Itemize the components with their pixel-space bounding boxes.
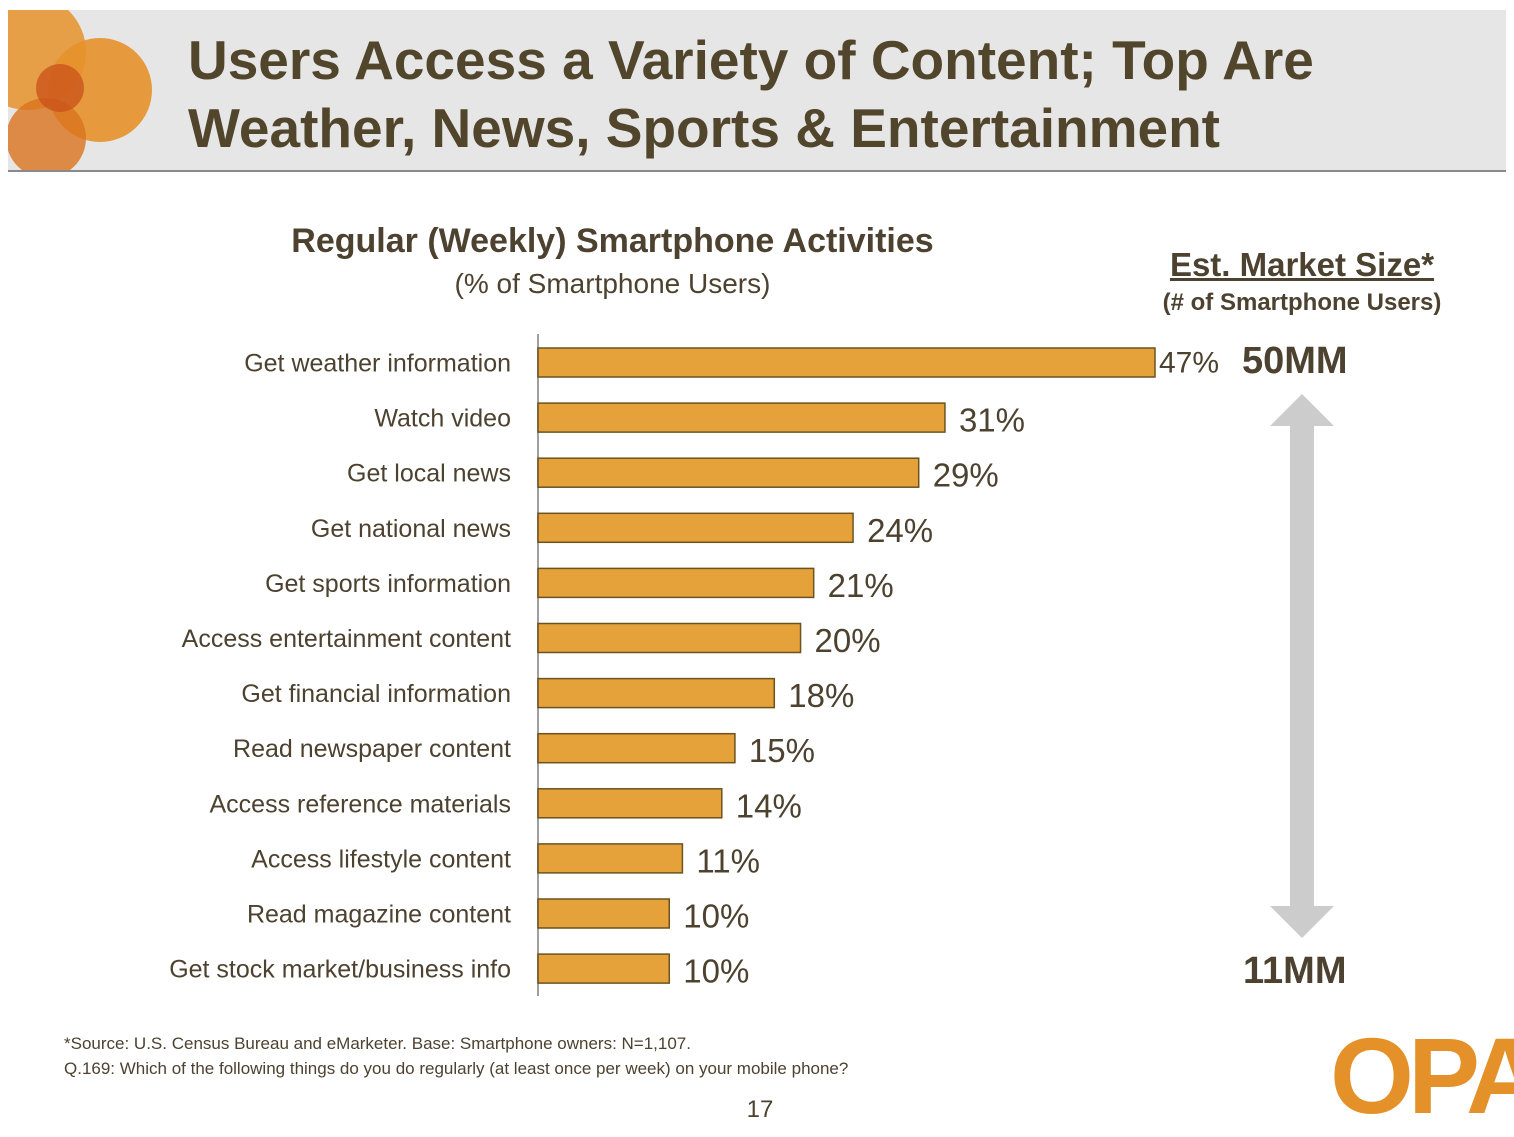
value-label: 24% xyxy=(867,512,933,549)
source-footnote: *Source: U.S. Census Bureau and eMarkete… xyxy=(64,1034,691,1053)
value-label: 29% xyxy=(933,457,999,494)
category-label: Get weather information xyxy=(244,350,511,378)
question-footnote: Q.169: Which of the following things do … xyxy=(64,1059,849,1078)
category-label: Get sports information xyxy=(265,570,511,598)
market-size-title: Est. Market Size* xyxy=(1169,246,1435,283)
bar xyxy=(537,732,736,764)
bar-chart: Get weather information 47% Watch video 31%… xyxy=(169,334,1219,996)
bar xyxy=(537,567,815,599)
bar xyxy=(537,677,776,709)
bar xyxy=(537,898,671,929)
bar xyxy=(537,512,854,544)
value-label: 47% xyxy=(1159,347,1219,380)
header-band xyxy=(8,10,1506,172)
opa-logo: OPA xyxy=(1330,1015,1514,1136)
category-label: Access entertainment content xyxy=(182,625,511,653)
bar xyxy=(537,347,1156,378)
bar xyxy=(537,788,723,819)
slide-title: Users Access a Variety of Content; Top A… xyxy=(188,29,1314,159)
bar xyxy=(537,402,946,433)
value-label: 31% xyxy=(959,402,1025,439)
page-number: 17 xyxy=(746,1096,774,1123)
bar xyxy=(537,843,684,874)
category-label: Get stock market/business info xyxy=(169,956,511,984)
category-label: Read newspaper content xyxy=(233,735,511,763)
chart-subtitle: (% of Smartphone Users) xyxy=(454,268,771,299)
market-size-subtitle: (# of Smartphone Users) xyxy=(1162,289,1442,316)
value-label: 11% xyxy=(696,842,760,879)
bar xyxy=(537,622,802,654)
bar xyxy=(537,457,920,488)
category-label: Watch video xyxy=(374,405,511,433)
chart-title: Regular (Weekly) Smartphone Activities xyxy=(291,222,934,260)
value-label: 18% xyxy=(788,677,854,714)
value-label: 15% xyxy=(749,732,815,769)
category-label: Get financial information xyxy=(241,680,511,708)
value-label: 10% xyxy=(683,953,749,990)
value-label: 21% xyxy=(828,567,894,604)
category-label: Get local news xyxy=(347,460,511,488)
category-label: Read magazine content xyxy=(247,901,511,929)
market-size-top-value: 50MM xyxy=(1242,340,1348,382)
value-label: 20% xyxy=(815,622,881,659)
bar xyxy=(537,953,671,984)
category-label: Access reference materials xyxy=(209,790,511,818)
value-label: 10% xyxy=(683,898,749,935)
market-size-bottom-value: 11MM xyxy=(1243,950,1347,992)
decorative-circles-icon xyxy=(8,10,152,170)
category-label: Get national news xyxy=(311,515,511,543)
double-arrow-icon xyxy=(1270,394,1334,938)
value-label: 14% xyxy=(736,787,802,824)
category-label: Access lifestyle content xyxy=(251,845,511,873)
